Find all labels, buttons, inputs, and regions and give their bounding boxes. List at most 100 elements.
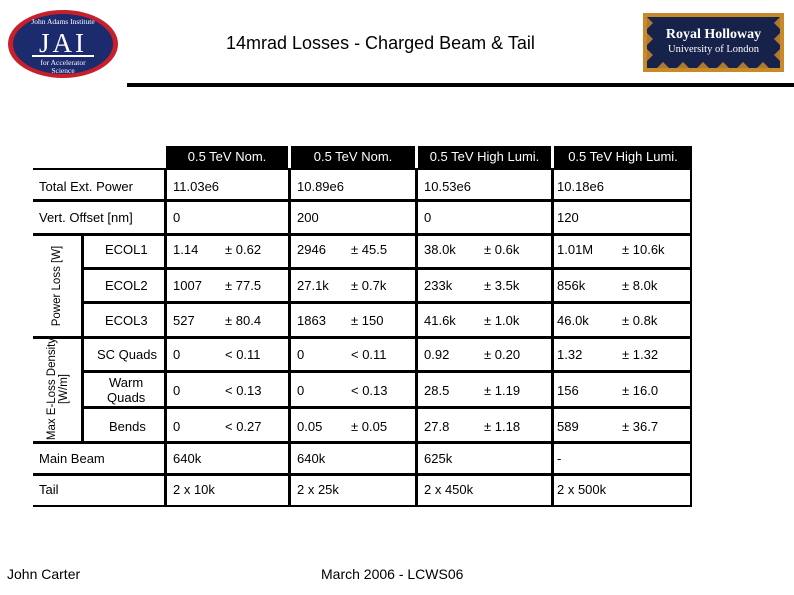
table-cell: 28.5	[424, 383, 450, 398]
royal-holloway-name: Royal Holloway	[665, 27, 762, 42]
title-rule	[127, 83, 794, 87]
table-cell: 41.6k	[424, 313, 456, 328]
table-cell: 640k	[297, 451, 326, 466]
max-eloss-group: Max E-Loss Density [W/m]	[33, 338, 81, 441]
row-label: Total Ext. Power	[39, 179, 133, 194]
table-cell-error: < 0.13	[225, 383, 262, 398]
table-cell-error: ± 0.62	[225, 242, 262, 257]
row-label: ECOL3	[105, 313, 148, 328]
table-cell-error: ± 1.32	[622, 347, 659, 362]
row-label: Main Beam	[39, 451, 105, 466]
table-cell-error: < 0.11	[351, 347, 387, 362]
table-cell-error: < 0.13	[351, 383, 388, 398]
losses-table: Total Ext. Power 11.03e6 10.89e6 10.53e6…	[33, 168, 692, 507]
slide-title: 14mrad Losses - Charged Beam & Tail	[226, 33, 535, 53]
table-cell: 2 x 450k	[424, 482, 474, 497]
table-cell: 38.0k	[424, 242, 456, 257]
column-header-1: 0.5 TeV Nom.	[166, 146, 288, 168]
row-label: Bends	[109, 419, 146, 434]
row-label: Tail	[39, 482, 59, 497]
table-row: Vert. Offset [nm] 0 200 0 120	[33, 202, 692, 233]
row-label-line2: Quads	[107, 390, 146, 405]
row-label: Vert. Offset [nm]	[39, 210, 133, 225]
table-row: SC Quads 0 < 0.11 0 < 0.11 0.92 ± 0.20 1.32…	[33, 339, 692, 370]
table-cell: 2 x 10k	[173, 482, 215, 497]
table-cell: 46.0k	[557, 313, 589, 328]
table-cell-error: ± 8.0k	[622, 278, 658, 293]
table-cell: 856k	[557, 278, 586, 293]
royal-holloway-logo: Royal Holloway University of London	[643, 13, 784, 72]
table-cell-error: ± 0.6k	[484, 242, 520, 257]
table-cell: 0.92	[424, 347, 450, 362]
table-cell: 0	[173, 383, 181, 398]
table-cell-error: ± 0.05	[351, 419, 388, 434]
table-cell: 1.14	[173, 242, 199, 257]
table-cell: 0	[297, 383, 305, 398]
table-cell: 11.03e6	[173, 179, 220, 194]
row-label: ECOL2	[105, 278, 148, 293]
table-row: Bends 0 < 0.27 0.05 ± 0.05 27.8 ± 1.18 589 ±…	[33, 409, 692, 441]
table-cell-error: ± 150	[351, 313, 384, 328]
table-cell: 27.8	[424, 419, 450, 434]
table-cell: 1863	[297, 313, 326, 328]
table-cell: 0	[173, 210, 181, 225]
table-cell-error: ± 3.5k	[484, 278, 520, 293]
table-row: Tail 2 x 10k 2 x 25k 2 x 450k 2 x 500k	[33, 476, 692, 505]
table-cell: 0	[424, 210, 432, 225]
date-event: March 2006 - LCWS06	[321, 566, 464, 582]
table-cell: 0.05	[297, 419, 323, 434]
row-label: SC Quads	[97, 347, 157, 362]
table-cell: 10.89e6	[297, 179, 344, 194]
table-cell: 527	[173, 313, 195, 328]
table-row: ECOL2 1007 ± 77.5 27.1k ± 0.7k 233k ± 3.5k …	[33, 270, 692, 301]
table-cell-error: ± 0.20	[484, 347, 521, 362]
table-cell-error: ± 1.0k	[484, 313, 520, 328]
table-cell-error: ± 77.5	[225, 278, 262, 293]
table-cell-error: ± 0.8k	[622, 313, 658, 328]
table-cell-error: ± 16.0	[622, 383, 659, 398]
table-row: Main Beam 640k 640k 625k -	[33, 444, 692, 473]
table-cell-error: ± 1.18	[484, 419, 521, 434]
jai-logo-line4: Science	[51, 66, 75, 75]
author: John Carter	[7, 566, 81, 582]
table-cell: 589	[557, 419, 579, 434]
jai-logo-line3: for Accelerator	[40, 58, 86, 67]
table-cell: 625k	[424, 451, 453, 466]
table-row: Total Ext. Power 11.03e6 10.89e6 10.53e6…	[33, 170, 692, 199]
row-label: ECOL1	[105, 242, 148, 257]
table-cell: 1007	[173, 278, 202, 293]
column-header-2: 0.5 TeV Nom.	[291, 146, 415, 168]
table-cell: 0	[173, 419, 181, 434]
table-cell: 2 x 25k	[297, 482, 339, 497]
table-row: ECOL1 1.14 ± 0.62 2946 ± 45.5 38.0k ± 0.6k …	[33, 236, 692, 267]
table-cell: 120	[557, 210, 579, 225]
table-cell-error: ± 10.6k	[622, 242, 665, 257]
table-cell: -	[557, 451, 562, 466]
table-cell-error: ± 45.5	[351, 242, 388, 257]
table-cell: 0	[297, 347, 305, 362]
column-header-3: 0.5 TeV High Lumi.	[418, 146, 551, 168]
table-cell: 10.53e6	[424, 179, 471, 194]
power-loss-group: Power Loss [W]	[33, 236, 81, 336]
table-cell: 200	[297, 210, 319, 225]
table-cell: 1.01M	[557, 242, 594, 257]
table-cell: 2 x 500k	[557, 482, 607, 497]
table-cell: 10.18e6	[557, 179, 604, 194]
table-cell-error: ± 0.7k	[351, 278, 387, 293]
table-cell: 233k	[424, 278, 453, 293]
table-cell-error: < 0.11	[225, 347, 261, 362]
table-cell: 1.32	[557, 347, 583, 362]
table-row: Warm Quads 0 < 0.13 0 < 0.13 28.5 ± 1.19 15…	[33, 373, 692, 406]
column-header-4: 0.5 TeV High Lumi.	[554, 146, 692, 168]
table-cell: 640k	[173, 451, 202, 466]
table-cell: 27.1k	[297, 278, 329, 293]
university-name: University of London	[668, 44, 759, 55]
table-cell: 156	[557, 383, 579, 398]
table-cell-error: ± 1.19	[484, 383, 521, 398]
row-label-line1: Warm	[109, 375, 144, 390]
jai-logo-line1: John Adams Institute	[31, 17, 95, 26]
jai-logo-mark: JAI	[39, 28, 87, 58]
table-cell-error: ± 36.7	[622, 419, 659, 434]
jai-logo: John Adams Institute JAI for Accelerator…	[6, 8, 120, 80]
table-cell-error: < 0.27	[225, 419, 262, 434]
